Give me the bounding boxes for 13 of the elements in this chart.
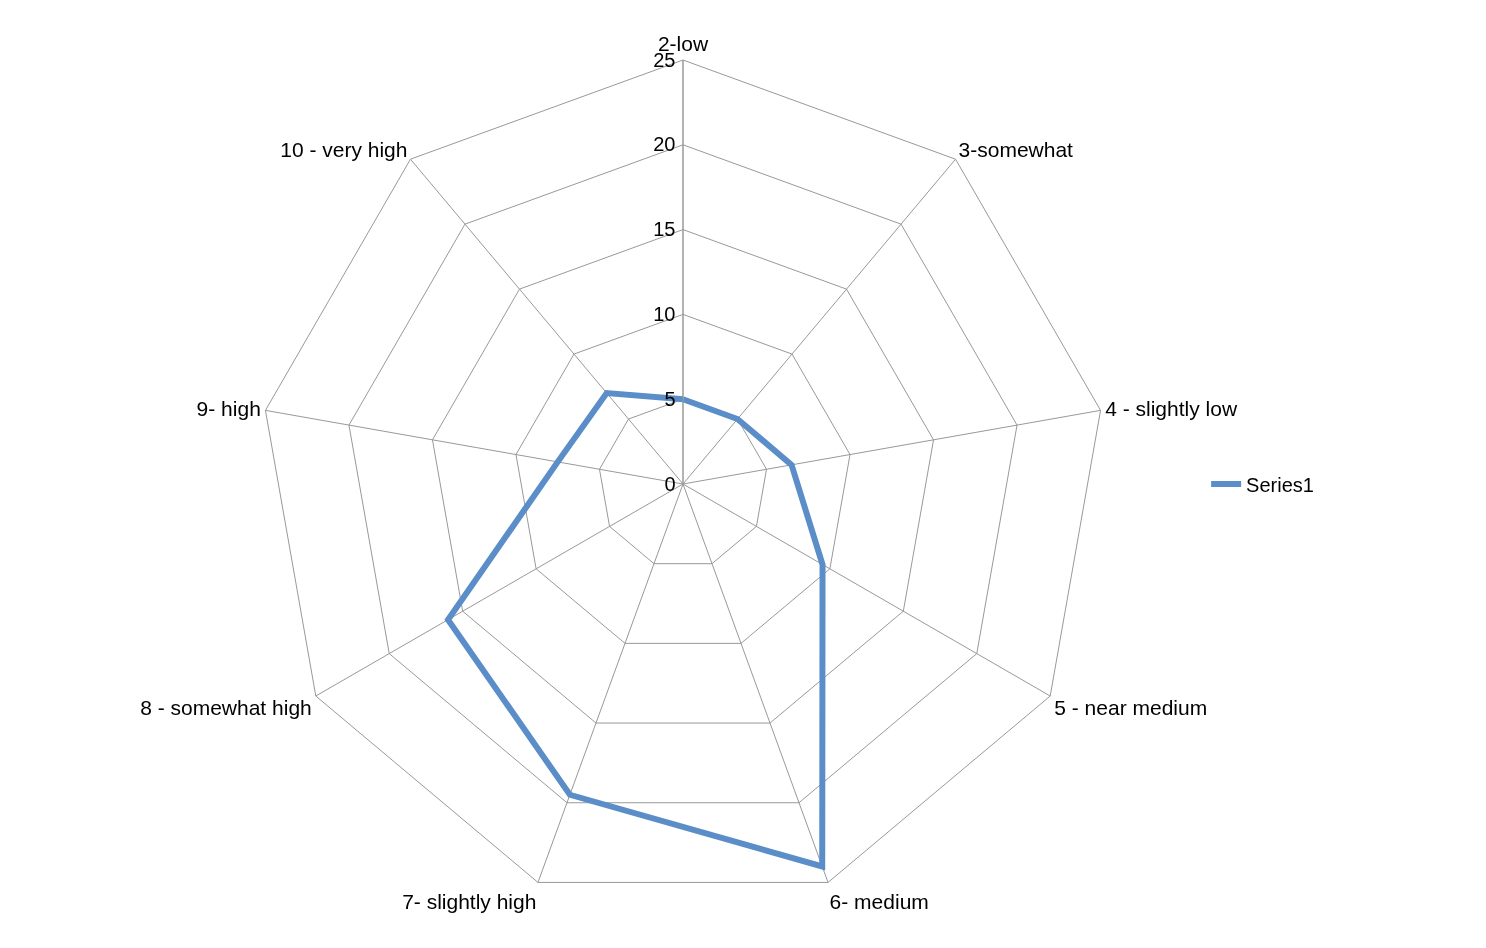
spoke-label: 5 - near medium: [1054, 696, 1208, 720]
y-tick-label: 15: [653, 218, 676, 241]
spoke-label: 4 - slightly low: [1105, 397, 1238, 421]
spoke-label: 9- high: [196, 397, 261, 421]
spoke-label: 6- medium: [829, 890, 929, 914]
spoke-label: 8 - somewhat high: [140, 696, 312, 720]
y-tick-label: 0: [664, 472, 676, 495]
spoke-label: 7- slightly high: [402, 890, 537, 914]
spoke-label: 3-somewhat: [958, 138, 1074, 162]
spoke-label: 10 - very high: [280, 138, 408, 162]
y-tick-label: 20: [653, 133, 676, 156]
legend-label: Series1: [1246, 473, 1314, 496]
y-tick-label: 10: [653, 302, 676, 325]
